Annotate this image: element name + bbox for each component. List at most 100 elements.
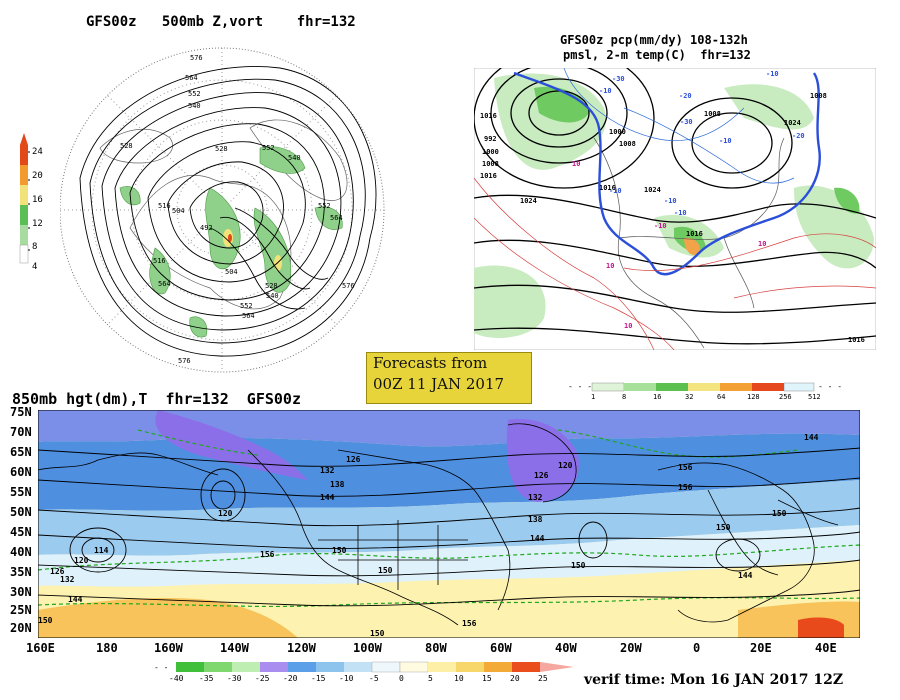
temp-legend-label: 20 — [510, 674, 520, 683]
precip-legend-label: 64 — [717, 393, 726, 401]
vort-legend-label: 12 — [32, 219, 43, 229]
temp-legend-label: -5 — [369, 674, 379, 683]
temp-legend-label: -20 — [283, 674, 298, 683]
temp-label: -10 — [599, 87, 612, 95]
precip-legend-label: 512 — [808, 393, 821, 401]
temp-label: -10 — [719, 137, 732, 145]
hgt-contour-label: 138 — [528, 515, 543, 524]
z500-contour-label: 552 — [240, 302, 253, 310]
svg-text:- - -: - - - — [568, 382, 592, 391]
temp-legend-label: -25 — [255, 674, 270, 683]
lat-label: 20N — [10, 621, 32, 635]
z500-contour-label: 528 — [265, 282, 278, 290]
lat-label: 55N — [10, 485, 32, 499]
hgt-contour-label: 132 — [528, 493, 543, 502]
temp-legend-label: -30 — [227, 674, 242, 683]
vorticity-legend — [19, 133, 30, 264]
hgt-contour-label: 120 — [74, 556, 89, 565]
lon-label: 20W — [620, 641, 642, 655]
precip-legend-label: 16 — [653, 393, 662, 401]
z500-contour-label: 528 — [215, 145, 228, 153]
lon-label: 20E — [750, 641, 772, 655]
hgt-contour-label: 150 — [571, 561, 586, 570]
precip-mslp-map: 1016 992 1000 1008 1016 1024 1000 1008 1… — [474, 68, 876, 350]
verif-time: verif time: Mon 16 JAN 2017 12Z — [584, 672, 844, 688]
vort-legend-label: 8 — [32, 242, 38, 252]
hgt-contour-label: 150 — [38, 616, 53, 625]
isobar-label: 1008 — [482, 160, 499, 168]
hgt-contour-label: 126 — [534, 471, 549, 480]
isobar-label: 1016 — [480, 172, 497, 180]
z500-contour-label: 504 — [172, 207, 185, 215]
temp-legend-label: 10 — [454, 674, 464, 683]
temp-label: -10 — [766, 70, 779, 78]
hgt-contour-label: 144 — [530, 534, 545, 543]
hgt-contour-label: 156 — [678, 483, 693, 492]
isobar-label: 1008 — [619, 140, 636, 148]
hgt-contour-label: 150 — [378, 566, 393, 575]
temp-legend-label: 15 — [482, 674, 492, 683]
hgt-contour-label: 132 — [320, 466, 335, 475]
z500-contour-label: 576 — [342, 282, 355, 290]
lon-label: 100W — [353, 641, 382, 655]
hgt-contour-label: 138 — [330, 480, 345, 489]
temp-legend-label: -40 — [169, 674, 184, 683]
lat-label: 60N — [10, 465, 32, 479]
z500-contour-label: 564 — [330, 214, 343, 222]
vort-legend-label: 20 — [32, 171, 43, 181]
isobar-label: 1016 — [848, 336, 865, 344]
z500-contour-label: 564 — [158, 280, 171, 288]
hgt-contour-label: 156 — [462, 619, 477, 628]
temp-label: -30 — [680, 118, 693, 126]
z500-contour-label: 564 — [242, 312, 255, 320]
hgt-contour-label: 144 — [738, 571, 753, 580]
svg-text:- -: - - — [154, 663, 168, 672]
z500-contour-label: 552 — [188, 90, 201, 98]
lat-label: 40N — [10, 545, 32, 559]
hgt-contour-label: 150 — [772, 509, 787, 518]
hgt-contour-label: 114 — [94, 546, 109, 555]
panel-title-850mb: 850mb hgt(dm),T fhr=132 GFS00z — [12, 390, 301, 408]
temp-label: -10 — [664, 197, 677, 205]
forecast-init-box: Forecasts from 00Z 11 JAN 2017 — [366, 352, 532, 404]
z500-contour-label: 516 — [158, 202, 171, 210]
lon-label: 80W — [425, 641, 447, 655]
z500-contour-label: 540 — [266, 292, 279, 300]
temp-legend-label: 25 — [538, 674, 548, 683]
temperature-legend: - - — [154, 661, 574, 673]
forecast-box-line1: Forecasts from — [373, 354, 488, 372]
temp-label: -10 — [674, 209, 687, 217]
isobar-label: 1024 — [644, 186, 661, 194]
z500-contour-label: 540 — [288, 154, 301, 162]
vort-legend-label: 24 — [32, 147, 43, 157]
lat-label: 75N — [10, 405, 32, 419]
temp-label: 10 — [624, 322, 632, 330]
temp-label: -20 — [679, 92, 692, 100]
hgt850-map: 126 132 138 144 126 120 132 138 144 150 … — [38, 410, 860, 638]
hgt-contour-label: 150 — [716, 523, 731, 532]
isobar-label: 1008 — [810, 92, 827, 100]
hgt-contour-label: 126 — [346, 455, 361, 464]
z500-contour-label: 492 — [200, 224, 213, 232]
hgt-contour-label: 120 — [558, 461, 573, 470]
lon-label: 180 — [96, 641, 118, 655]
hgt-contour-label: 126 — [50, 567, 65, 576]
isobar-label: 1016 — [599, 184, 616, 192]
temp-label: -10 — [654, 222, 667, 230]
lon-label: 160W — [154, 641, 183, 655]
precip-legend: - - - - - - — [568, 382, 842, 392]
precip-legend-label: 1 — [591, 393, 596, 401]
z500-contour-label: 540 — [188, 102, 201, 110]
hgt-contour-label: 150 — [370, 629, 385, 638]
z500-contour-label: 528 — [120, 142, 133, 150]
vort-legend-label: 4 — [32, 262, 38, 272]
isobar-label: 1008 — [704, 110, 721, 118]
hgt-contour-label: 132 — [60, 575, 75, 584]
isobar-label: 1016 — [480, 112, 497, 120]
hgt-contour-label: 144 — [320, 493, 335, 502]
temp-legend-label: 0 — [399, 674, 404, 683]
lat-label: 30N — [10, 585, 32, 599]
isobar-label: 1016 — [686, 230, 703, 238]
hgt-contour-label: 144 — [804, 433, 819, 442]
temp-legend-label: -35 — [199, 674, 214, 683]
